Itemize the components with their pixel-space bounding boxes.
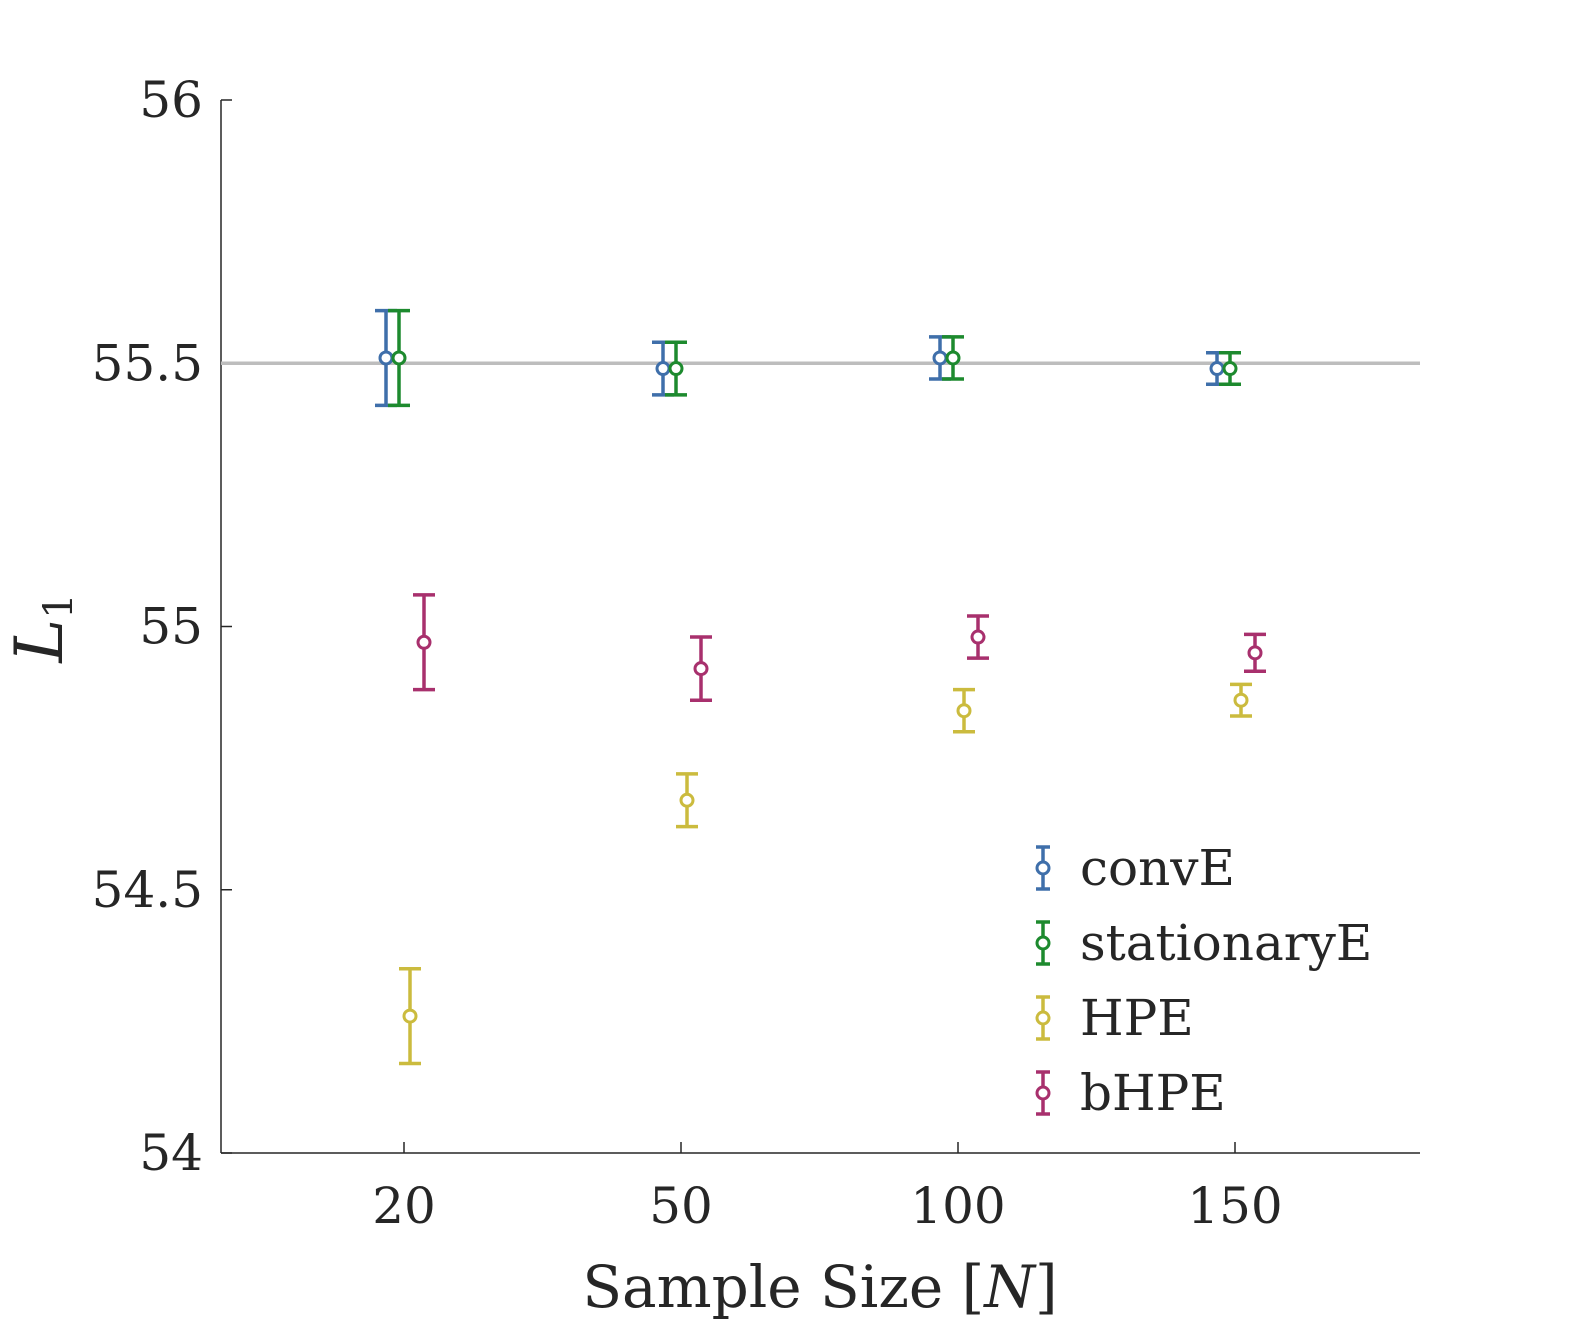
data-point — [665, 340, 687, 397]
series-layer — [375, 308, 1266, 1066]
y-tick-label: 54.5 — [92, 861, 203, 919]
y-tick-label: 55.5 — [92, 334, 203, 392]
legend-label: bHPE — [1080, 1064, 1226, 1122]
data-point-marker — [391, 350, 407, 366]
data-point-marker — [1247, 645, 1263, 661]
series-stationaryE — [388, 308, 1241, 408]
data-point-marker — [945, 350, 961, 366]
data-point — [388, 308, 410, 408]
x-axis-label: Sample Size [N] — [582, 1253, 1057, 1321]
data-point-marker — [970, 629, 986, 645]
data-point — [676, 772, 698, 829]
legend-item: stationaryE — [1035, 914, 1372, 972]
data-point-marker — [402, 1008, 418, 1024]
data-point-marker — [378, 350, 394, 366]
x-tick-label: 50 — [649, 1177, 713, 1235]
series-HPE — [399, 682, 1252, 1066]
data-point — [953, 687, 975, 734]
data-point — [1244, 632, 1266, 674]
data-point-marker — [1233, 692, 1249, 708]
legend: convE stationaryE HPE bHPE — [1035, 839, 1372, 1122]
data-point-marker — [416, 634, 432, 650]
data-point-marker — [679, 792, 695, 808]
legend-swatch-marker — [1035, 935, 1051, 951]
legend-item: bHPE — [1035, 1064, 1226, 1122]
legend-item: convE — [1035, 839, 1235, 897]
legend-item: HPE — [1035, 989, 1194, 1047]
data-point-marker — [932, 350, 948, 366]
data-point-marker — [668, 361, 684, 377]
legend-swatch-marker — [1035, 1010, 1051, 1026]
data-point — [967, 614, 989, 660]
x-tick-label: 20 — [372, 1177, 436, 1235]
legend-label: HPE — [1080, 989, 1194, 1047]
x-tick-label: 150 — [1187, 1177, 1282, 1235]
data-point — [690, 635, 712, 702]
data-point-marker — [655, 361, 671, 377]
series-convE — [375, 308, 1228, 408]
y-tick-label: 56 — [139, 71, 203, 129]
data-point — [942, 335, 964, 381]
data-point — [413, 593, 435, 692]
data-point — [1219, 350, 1241, 387]
series-bHPE — [413, 593, 1266, 702]
x-tick-label: 100 — [910, 1177, 1005, 1235]
data-point-marker — [956, 703, 972, 719]
y-axis-label: L1 — [1, 593, 82, 663]
legend-label: stationaryE — [1080, 914, 1372, 972]
data-point — [1230, 682, 1252, 718]
x-ticks: 20 50 100 150 — [372, 1142, 1283, 1235]
legend-swatch-marker — [1035, 1085, 1051, 1101]
data-point-marker — [1209, 361, 1225, 377]
data-point — [399, 966, 421, 1066]
legend-swatch-marker — [1035, 860, 1051, 876]
y-tick-label: 54 — [139, 1124, 203, 1182]
y-ticks: 54 54.5 55 55.5 56 — [92, 71, 232, 1182]
data-point-marker — [1222, 361, 1238, 377]
axes — [220, 100, 1420, 1154]
y-tick-label: 55 — [139, 598, 203, 656]
legend-label: convE — [1080, 839, 1235, 897]
data-point-marker — [693, 661, 709, 677]
